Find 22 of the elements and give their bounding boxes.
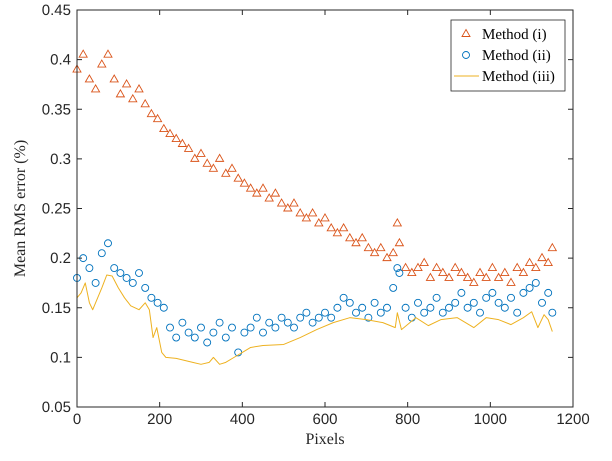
legend-label: Method (ii)	[482, 48, 551, 64]
y-axis-title: Mean RMS error (%)	[12, 140, 29, 278]
y-tick-label: 0.1	[50, 349, 71, 366]
x-tick-label: 1000	[474, 411, 508, 428]
y-tick-label: 0.4	[50, 52, 71, 69]
x-tick-label: 1200	[556, 411, 590, 428]
y-tick-label: 0.05	[42, 399, 71, 416]
y-tick-label: 0.3	[50, 150, 71, 168]
y-tick-label: 0.25	[42, 200, 71, 218]
y-tick-label: 0.45	[42, 2, 71, 19]
x-tick-label: 400	[230, 411, 255, 428]
x-axis-title: Pixels	[305, 431, 345, 448]
y-tick-label: 0.15	[42, 300, 71, 317]
x-tick-label: 200	[147, 411, 172, 428]
x-tick-label: 800	[395, 411, 420, 428]
legend-label: Method (iii)	[482, 69, 555, 85]
legend-label: Method (i)	[482, 27, 547, 43]
y-tick-label: 0.35	[42, 101, 71, 118]
x-tick-label: 0	[72, 411, 82, 428]
x-tick-label: 600	[312, 411, 338, 428]
line-series	[76, 274, 553, 365]
y-tick-label: 0.2	[50, 250, 71, 268]
